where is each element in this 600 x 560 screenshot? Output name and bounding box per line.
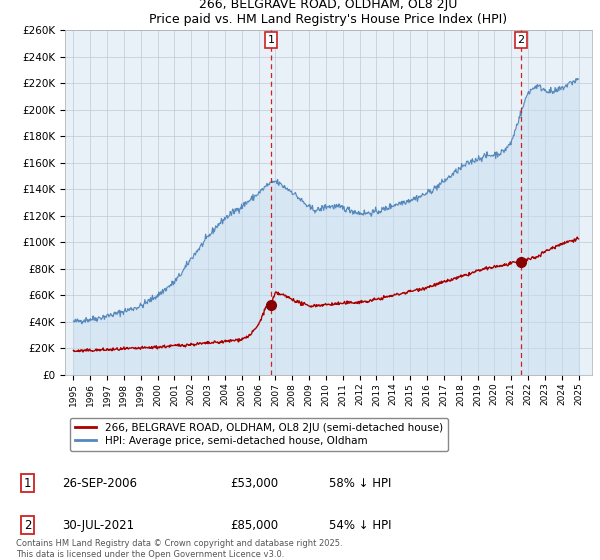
Text: 1: 1 bbox=[268, 35, 275, 45]
Text: 54% ↓ HPI: 54% ↓ HPI bbox=[329, 519, 392, 532]
Text: 2: 2 bbox=[517, 35, 524, 45]
Text: 2: 2 bbox=[23, 519, 31, 532]
Text: £53,000: £53,000 bbox=[230, 477, 278, 490]
Text: Contains HM Land Registry data © Crown copyright and database right 2025.
This d: Contains HM Land Registry data © Crown c… bbox=[16, 539, 343, 559]
Text: 30-JUL-2021: 30-JUL-2021 bbox=[62, 519, 134, 532]
Text: 58% ↓ HPI: 58% ↓ HPI bbox=[329, 477, 391, 490]
Title: 266, BELGRAVE ROAD, OLDHAM, OL8 2JU
Price paid vs. HM Land Registry's House Pric: 266, BELGRAVE ROAD, OLDHAM, OL8 2JU Pric… bbox=[149, 0, 508, 26]
Text: 26-SEP-2006: 26-SEP-2006 bbox=[62, 477, 137, 490]
Text: 1: 1 bbox=[23, 477, 31, 490]
Text: £85,000: £85,000 bbox=[230, 519, 278, 532]
Legend: 266, BELGRAVE ROAD, OLDHAM, OL8 2JU (semi-detached house), HPI: Average price, s: 266, BELGRAVE ROAD, OLDHAM, OL8 2JU (sem… bbox=[70, 418, 448, 451]
